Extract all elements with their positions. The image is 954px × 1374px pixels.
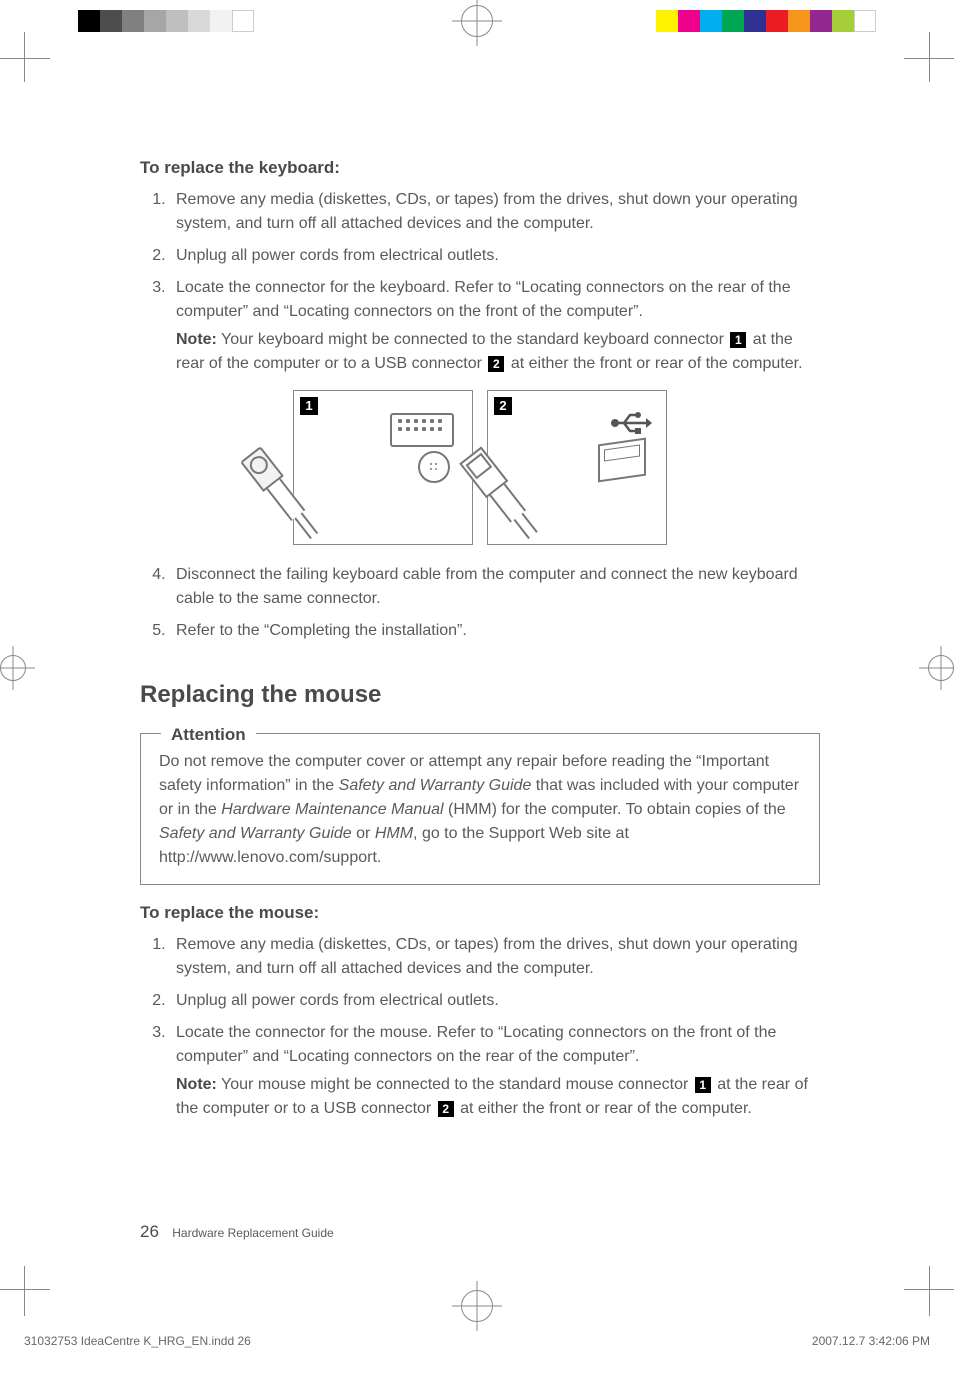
step-text: Locate the connector for the keyboard. R…: [176, 279, 791, 320]
note-text: Your keyboard might be connected to the …: [217, 331, 728, 348]
crop-mark: [929, 32, 930, 82]
diagram-label-two: 2: [494, 397, 512, 415]
registration-mark-icon: [461, 5, 493, 37]
callout-two-icon: 2: [438, 1101, 454, 1117]
attention-text-italic: Safety and Warranty Guide: [159, 825, 352, 842]
crop-mark: [24, 32, 25, 82]
attention-text-italic: HMM: [375, 825, 413, 842]
list-item: Refer to the “Completing the installatio…: [170, 619, 820, 643]
attention-label: Attention: [161, 722, 256, 748]
list-item: Unplug all power cords from electrical o…: [170, 989, 820, 1013]
crop-mark: [0, 58, 50, 59]
callout-one-icon: 1: [730, 332, 746, 348]
callout-one-icon: 1: [695, 1077, 711, 1093]
mouse-note: Note: Your mouse might be connected to t…: [176, 1073, 820, 1121]
registration-mark-icon: [461, 1290, 493, 1322]
page-footer: 26 Hardware Replacement Guide: [140, 1222, 334, 1242]
crop-mark: [904, 58, 954, 59]
mouse-replace-heading: To replace the mouse:: [140, 903, 820, 923]
mouse-steps-list: Remove any media (diskettes, CDs, or tap…: [140, 933, 820, 1121]
ps2-connector-diagram: 1: [293, 390, 473, 545]
crop-mark: [904, 1289, 954, 1290]
list-item: Unplug all power cords from electrical o…: [170, 244, 820, 268]
color-swatch-bar-left: [78, 10, 254, 32]
note-label: Note:: [176, 1076, 217, 1093]
ps2-port-icon: [418, 451, 450, 483]
list-item: Locate the connector for the keyboard. R…: [170, 276, 820, 376]
list-item: Disconnect the failing keyboard cable fr…: [170, 563, 820, 611]
list-item: Remove any media (diskettes, CDs, or tap…: [170, 188, 820, 236]
usb-symbol-icon: [610, 409, 652, 437]
crop-mark: [24, 1266, 25, 1316]
page-number: 26: [140, 1222, 159, 1241]
attention-text-italic: Safety and Warranty Guide: [339, 777, 532, 794]
mouse-section-title: Replacing the mouse: [140, 681, 820, 709]
usb-port-icon: [598, 438, 646, 483]
keyboard-steps-list-cont: Disconnect the failing keyboard cable fr…: [140, 563, 820, 643]
diagram-label-one: 1: [300, 397, 318, 415]
imprint-timestamp: 2007.12.7 3:42:06 PM: [812, 1334, 930, 1348]
document-page: To replace the keyboard: Remove any medi…: [0, 0, 954, 1374]
note-text: at either the front or rear of the compu…: [506, 355, 802, 372]
connector-diagram-row: 1 2: [140, 390, 820, 545]
step-text: Locate the connector for the mouse. Refe…: [176, 1024, 776, 1065]
attention-text-italic: Hardware Maintenance Manual: [221, 801, 443, 818]
usb-connector-diagram: 2: [487, 390, 667, 545]
attention-box: Attention Do not remove the computer cov…: [140, 733, 820, 885]
book-title: Hardware Replacement Guide: [172, 1226, 333, 1240]
list-item: Remove any media (diskettes, CDs, or tap…: [170, 933, 820, 981]
keyboard-replace-heading: To replace the keyboard:: [140, 158, 820, 178]
registration-mark-icon: [0, 655, 26, 681]
note-text: at either the front or rear of the compu…: [456, 1100, 752, 1117]
keyboard-port-icon: [390, 413, 454, 447]
crop-mark: [0, 1289, 50, 1290]
registration-mark-icon: [928, 655, 954, 681]
note-text: Your mouse might be connected to the sta…: [217, 1076, 693, 1093]
imprint-filename: 31032753 IdeaCentre K_HRG_EN.indd 26: [24, 1334, 251, 1348]
crop-mark: [929, 1266, 930, 1316]
attention-text: (HMM) for the computer. To obtain copies…: [444, 801, 786, 818]
ps2-cable-icon: [240, 446, 325, 544]
callout-two-icon: 2: [488, 356, 504, 372]
page-content: To replace the keyboard: Remove any medi…: [140, 140, 820, 1129]
note-label: Note:: [176, 331, 217, 348]
color-swatch-bar-right: [656, 10, 876, 32]
attention-text: or: [352, 825, 375, 842]
keyboard-steps-list: Remove any media (diskettes, CDs, or tap…: [140, 188, 820, 376]
keyboard-note: Note: Your keyboard might be connected t…: [176, 328, 820, 376]
list-item: Locate the connector for the mouse. Refe…: [170, 1021, 820, 1121]
